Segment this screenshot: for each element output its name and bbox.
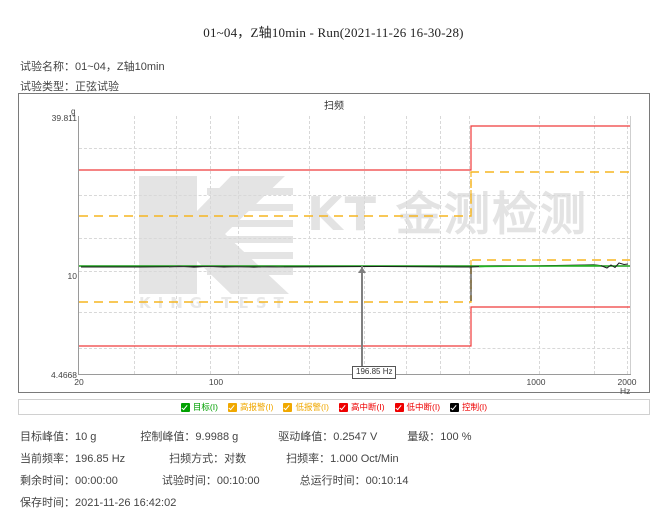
test-type-row: 试验类型：正弦试验 [20, 78, 119, 94]
legend-checkbox-icon[interactable] [450, 402, 460, 412]
x-tick-1000: 1000 [526, 377, 546, 387]
gridline-v [238, 116, 240, 374]
test-time-value: 00:10:00 [216, 475, 260, 487]
gridline-v [406, 116, 408, 374]
gridline-v [594, 116, 596, 374]
cursor-readout[interactable]: 196.85 Hz [352, 366, 397, 379]
sweep-mode-label: 扫频方式： [169, 453, 225, 465]
legend-label: 目标(I) [192, 402, 218, 412]
gridline-v [469, 116, 471, 374]
legend-label: 低报警(I) [295, 402, 329, 412]
legend-item-control[interactable]: 控制(I) [450, 401, 487, 413]
control-peak-value: 9.9988 g [195, 431, 239, 443]
sweep-chart[interactable]: 扫频 g 39.811 10 4.4668 KT 金测检测 KI [18, 93, 650, 396]
x-tick-20: 20 [74, 377, 84, 387]
test-name-value: 01~04，Z轴10min [75, 61, 165, 73]
gridline-h [79, 312, 630, 314]
gridline-v [440, 116, 442, 374]
y-axis: 39.811 10 4.4668 [19, 94, 77, 392]
gridline-h [79, 195, 630, 197]
gridline-v [539, 116, 541, 374]
chart-title: 扫频 [324, 101, 344, 112]
x-tick-2000: 2000 [617, 377, 637, 387]
legend-item-low-alarm[interactable]: 低报警(I) [283, 401, 329, 413]
level-label: 量级： [407, 431, 441, 443]
gridline-v [176, 116, 178, 374]
trace-low-abort [79, 306, 630, 347]
target-peak-value: 10 g [75, 431, 97, 443]
x-tick-100: 100 [208, 377, 224, 387]
save-time-label: 保存时间： [20, 497, 75, 509]
gridline-h [79, 271, 630, 273]
y-tick-top: 39.811 [51, 113, 77, 123]
level-value: 100 % [440, 431, 472, 443]
trace-control-tail [478, 264, 602, 268]
test-time-label: 试验时间： [161, 475, 217, 487]
total-run-label: 总运行时间： [299, 475, 366, 487]
remain-time-value: 00:00:00 [75, 475, 118, 487]
control-peak-label: 控制峰值： [140, 431, 196, 443]
drive-peak-value: 0.2547 V [333, 431, 378, 443]
sweep-rate-value: 1.000 Oct/Min [330, 453, 399, 465]
test-type-label: 试验类型： [20, 81, 75, 93]
gridline-v [210, 116, 212, 374]
plot-area[interactable]: KT 金测检测 KING TEST [79, 116, 630, 374]
legend-checkbox-icon[interactable] [283, 402, 293, 412]
target-peak-label: 目标峰值： [20, 431, 75, 443]
gridline-v [364, 116, 366, 374]
legend-label: 高中断(I) [351, 402, 385, 412]
trace-high-alarm [79, 171, 630, 217]
chart-legend: 目标(I) 高报警(I) 低报警(I) 高中断(I) 低中断(I) 控制(I) [18, 399, 650, 415]
cursor-marker-icon [358, 267, 366, 273]
x-axis-unit: Hz [620, 386, 631, 396]
y-axis-unit: g [71, 107, 76, 116]
legend-checkbox-icon[interactable] [394, 402, 404, 412]
info-row-sweep: 当前频率：196.85 Hz 扫频方式：对数 扫频率：1.000 Oct/Min [20, 450, 399, 466]
trace-high-abort [79, 125, 630, 171]
save-time-value: 2021-11-26 16:42:02 [75, 497, 177, 509]
total-run-value: 00:10:14 [365, 475, 409, 487]
legend-label: 低中断(I) [406, 402, 441, 412]
gridline-h [79, 348, 630, 350]
page-title: 01~04，Z轴10min - Run(2021-11-26 16-30-28) [203, 25, 464, 40]
test-name-row: 试验名称：01~04，Z轴10min [20, 58, 165, 74]
legend-item-target[interactable]: 目标(I) [180, 401, 218, 413]
y-tick-bottom: 4.4668 [51, 370, 77, 380]
info-row-times: 剩余时间：00:00:00 试验时间：00:10:00 总运行时间：00:10:14 [20, 472, 408, 488]
y-tick-mid: 10 [67, 271, 77, 281]
trace-control-noise-left [168, 265, 285, 268]
legend-label: 控制(I) [462, 402, 488, 412]
legend-checkbox-icon[interactable] [227, 402, 237, 412]
trace-control [81, 262, 629, 301]
info-row-save: 保存时间：2021-11-26 16:42:02 [20, 494, 176, 510]
cursor-line[interactable] [361, 266, 363, 374]
plot-axis-right [630, 116, 631, 374]
current-freq-label: 当前频率： [20, 453, 75, 465]
gridline-h [79, 238, 630, 240]
drive-peak-label: 驱动峰值： [278, 431, 334, 443]
remain-time-label: 剩余时间： [20, 475, 75, 487]
info-row-peaks: 目标峰值：10 g 控制峰值：9.9988 g 驱动峰值：0.2547 V 量级：10… [20, 428, 472, 444]
gridline-v [134, 116, 136, 374]
current-freq-value: 196.85 Hz [75, 453, 126, 465]
plot-axis-left [78, 116, 79, 374]
legend-item-low-abort[interactable]: 低中断(I) [394, 401, 441, 413]
legend-item-high-alarm[interactable]: 高报警(I) [227, 401, 274, 413]
legend-label: 高报警(I) [239, 402, 274, 412]
chart-traces [79, 125, 630, 347]
legend-checkbox-icon[interactable] [180, 402, 190, 412]
sweep-rate-label: 扫频率： [286, 453, 331, 465]
sweep-mode-value: 对数 [224, 453, 247, 465]
test-name-label: 试验名称： [20, 61, 75, 73]
legend-checkbox-icon[interactable] [339, 402, 348, 412]
gridline-h [79, 148, 630, 150]
gridline-v [627, 116, 629, 374]
legend-item-high-abort[interactable]: 高中断(I) [339, 401, 385, 413]
test-type-value: 正弦试验 [75, 81, 119, 93]
gridline-v [309, 116, 311, 374]
